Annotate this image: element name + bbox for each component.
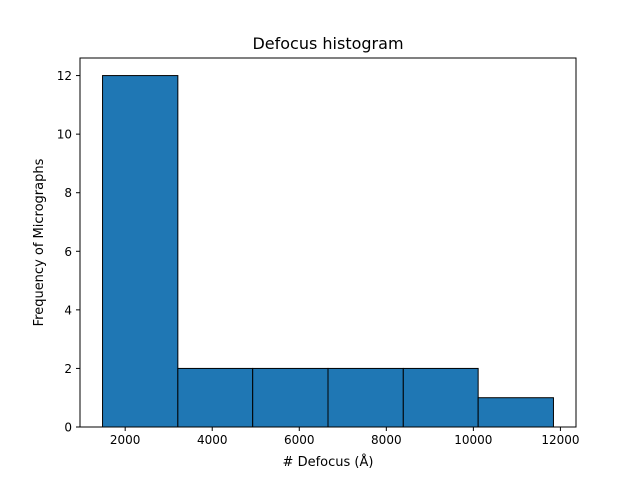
histogram-bar-6 <box>477 397 554 428</box>
chart-title: Defocus histogram <box>252 34 403 53</box>
histogram-bar-1 <box>102 75 179 428</box>
y-tick-label: 8 <box>64 186 72 200</box>
x-tick-label: 10000 <box>454 433 492 447</box>
y-tick-label: 2 <box>64 362 72 376</box>
x-axis-label: # Defocus (Å) <box>283 454 374 470</box>
histogram-bar-4 <box>327 367 404 428</box>
histogram-bar-3 <box>252 367 329 428</box>
bars-layer <box>102 75 554 428</box>
histogram-bar-2 <box>177 367 254 428</box>
histogram-bar-5 <box>402 367 479 428</box>
y-tick-label: 4 <box>64 303 72 317</box>
x-tick-label: 12000 <box>541 433 579 447</box>
y-tick-label: 10 <box>57 128 72 142</box>
x-tick-label: 2000 <box>110 433 141 447</box>
y-axis-label: Frequency of Micrographs <box>32 158 47 326</box>
y-tick-label: 0 <box>64 421 72 435</box>
y-axis-ticks: 0 2 4 6 8 10 12 <box>57 69 80 435</box>
x-tick-label: 6000 <box>284 433 315 447</box>
y-tick-label: 6 <box>64 245 72 259</box>
x-axis-ticks: 2000 4000 6000 8000 10000 12000 <box>110 427 580 447</box>
x-tick-label: 4000 <box>197 433 228 447</box>
y-tick-label: 12 <box>57 69 72 83</box>
x-tick-label: 8000 <box>371 433 402 447</box>
axes-frame <box>79 57 577 428</box>
